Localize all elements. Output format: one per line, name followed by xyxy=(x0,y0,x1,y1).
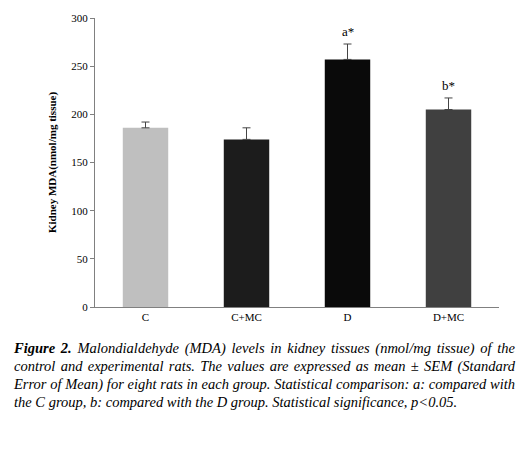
svg-text:250: 250 xyxy=(71,60,88,72)
svg-text:150: 150 xyxy=(71,156,88,168)
svg-text:300: 300 xyxy=(71,12,88,24)
svg-text:200: 200 xyxy=(71,108,88,120)
html-text:Figure 2. Malondialdehyde (MDA: Figure 2. Malondialdehyde (MDA) levels i… xyxy=(14,340,515,411)
svg-text:0: 0 xyxy=(82,301,88,313)
svg-text:Kidney MDA(nmol/mg tissue): Kidney MDA(nmol/mg tissue) xyxy=(46,92,59,234)
svg-text:C+MC: C+MC xyxy=(231,311,262,323)
svg-text:C: C xyxy=(142,311,149,323)
svg-text:100: 100 xyxy=(71,205,88,217)
svg-text:b*: b* xyxy=(442,78,455,93)
svg-text:50: 50 xyxy=(77,253,89,265)
svg-text:D: D xyxy=(344,311,352,323)
svg-text:D+MC: D+MC xyxy=(433,311,464,323)
svg-text:a*: a* xyxy=(342,24,354,39)
